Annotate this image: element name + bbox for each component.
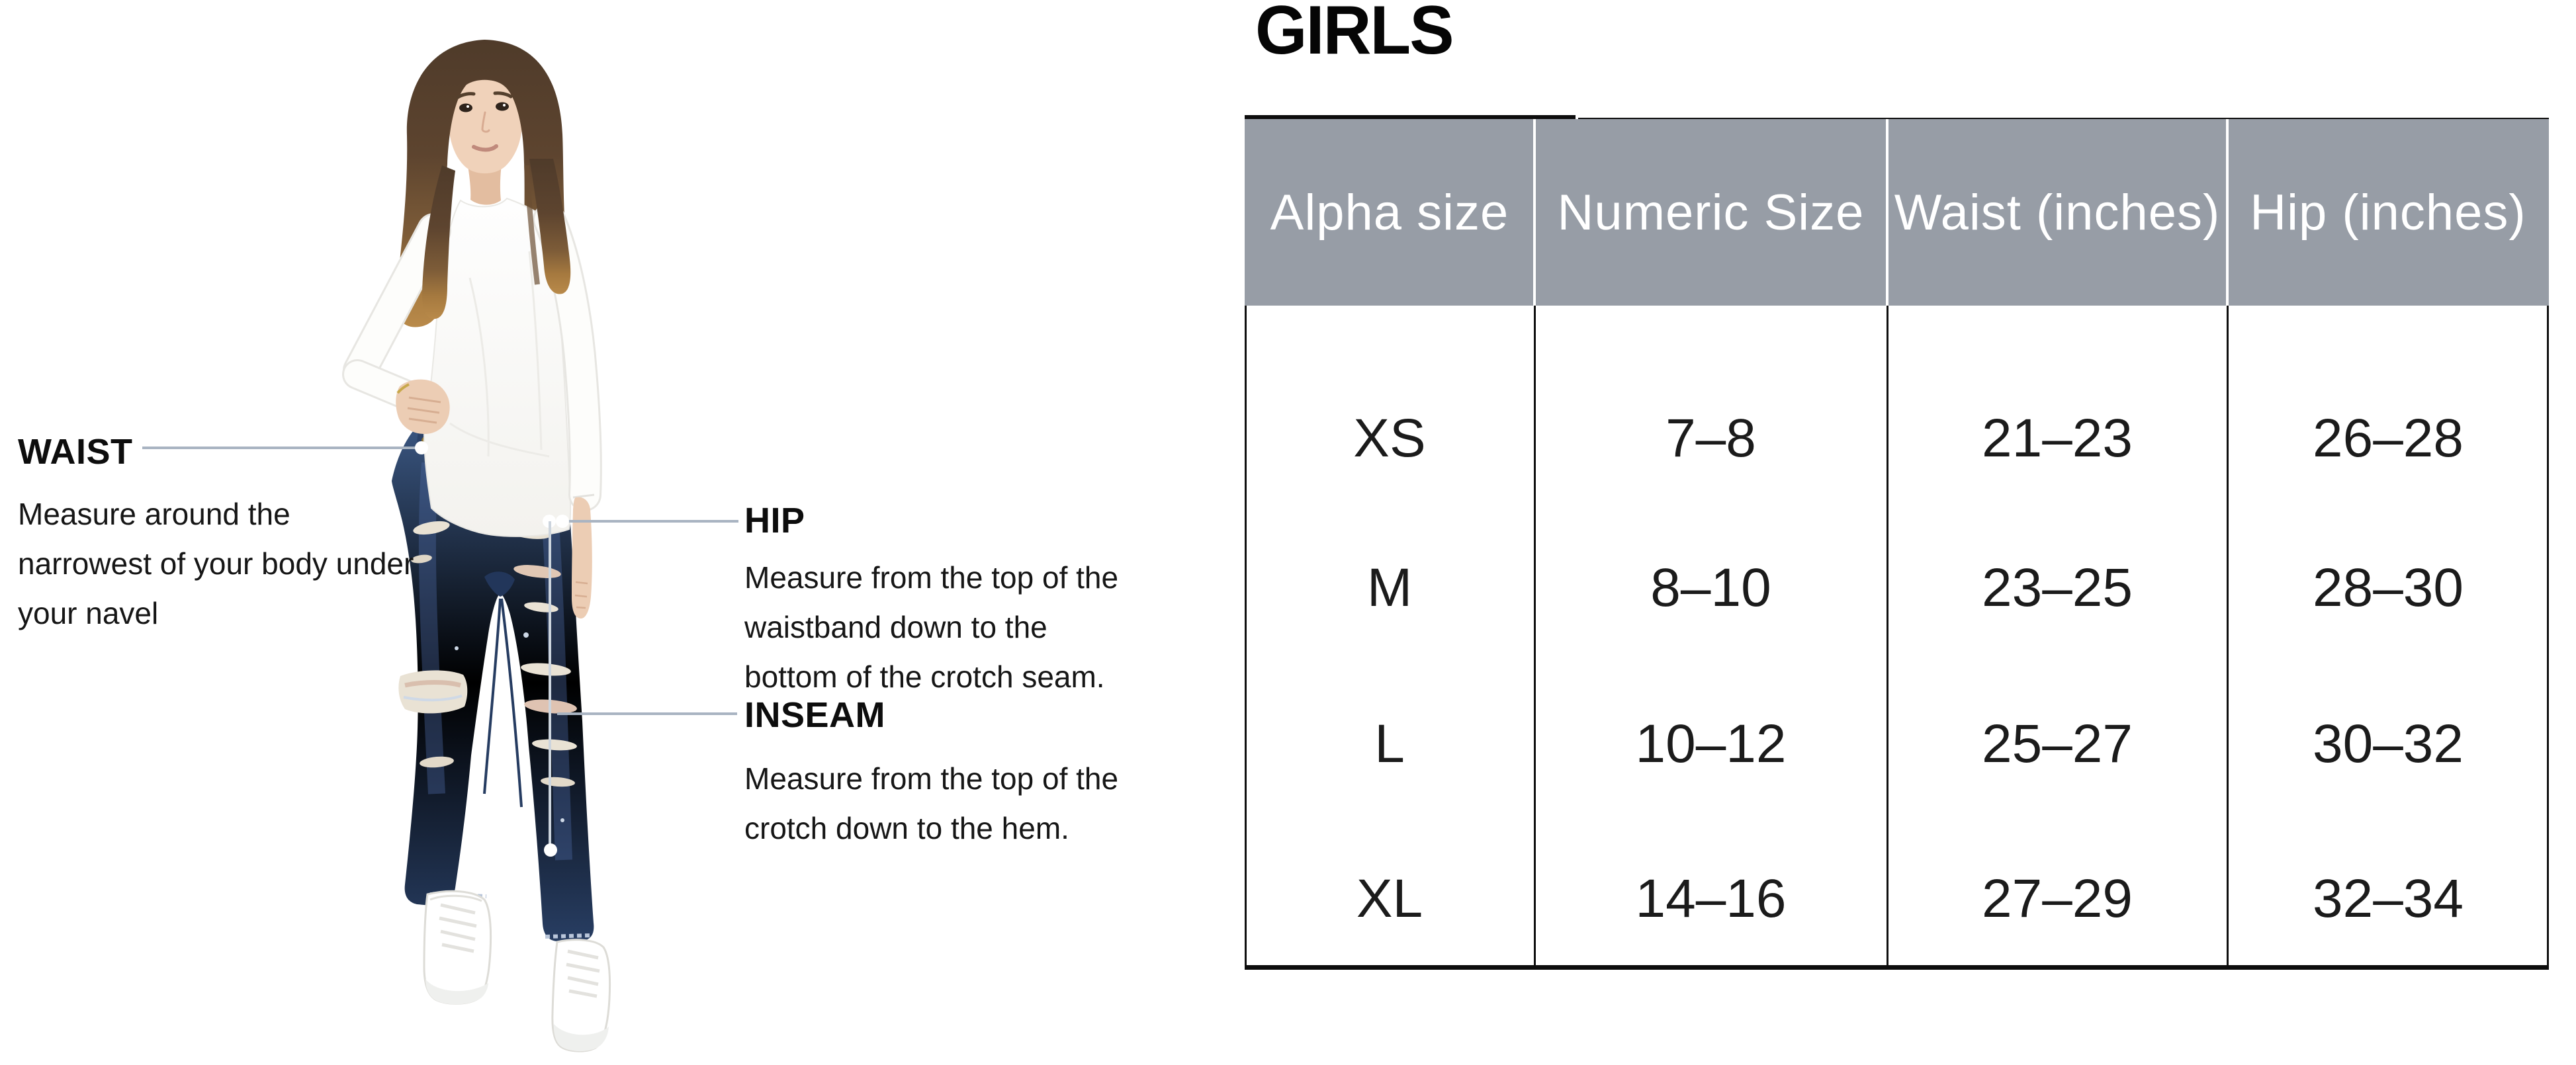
inseam-description: Measure from the top of the crotch down … (744, 761, 1119, 845)
cell-hip: 26–28 (2312, 408, 2464, 468)
hip-guide-line (568, 520, 738, 523)
waist-guide-line (142, 447, 417, 449)
hip-description: Measure from the top of the waistband do… (744, 560, 1119, 694)
table-row: M 8–10 23–25 28–30 (1245, 512, 2549, 664)
waist-guide-dot (415, 441, 428, 454)
header-separator (1886, 119, 1888, 306)
inseam-guide-line (557, 712, 737, 715)
header-waist-inches: Waist (inches) (1894, 184, 2221, 241)
cell-numeric: 8–10 (1650, 558, 1771, 618)
waist-description: Measure around the narrowest of your bod… (18, 497, 414, 630)
table-row: XL 14–16 27–29 32–34 (1245, 823, 2549, 975)
cell-hip: 28–30 (2312, 558, 2464, 618)
header-hip-inches: Hip (inches) (2250, 184, 2526, 241)
cell-numeric: 7–8 (1666, 408, 1756, 468)
table-top-border-left (1245, 115, 1576, 120)
table-row: XS 7–8 21–23 26–28 (1245, 362, 2549, 515)
cell-hip: 32–34 (2312, 869, 2464, 929)
page-title: GIRLS (1255, 0, 1454, 69)
column-separator (2227, 306, 2229, 965)
cell-numeric: 14–16 (1635, 869, 1787, 929)
column-separator (1887, 306, 1888, 965)
inseam-label: INSEAM (744, 695, 886, 735)
cell-alpha: L (1374, 714, 1405, 774)
cell-alpha: XS (1353, 408, 1426, 468)
header-alpha-size: Alpha size (1270, 184, 1509, 241)
girl-illustration (342, 40, 611, 1052)
table-header-row: Alpha size Numeric Size Waist (inches) H… (1245, 119, 2549, 306)
header-separator (2226, 119, 2229, 306)
cell-waist: 23–25 (1981, 558, 2133, 618)
column-separator (1534, 306, 1536, 965)
cell-waist: 25–27 (1981, 714, 2133, 774)
table-row: L 10–12 25–27 30–32 (1245, 668, 2549, 820)
header-separator (1533, 119, 1536, 306)
inseam-guide-dot (544, 843, 557, 857)
cell-waist: 21–23 (1981, 408, 2133, 468)
table-border-right (2547, 306, 2549, 965)
hip-guide-dot-right (556, 515, 569, 528)
cell-numeric: 10–12 (1635, 714, 1787, 774)
table-bottom-border (1245, 965, 2549, 970)
header-numeric-size: Numeric Size (1557, 184, 1865, 241)
cell-alpha: M (1366, 558, 1413, 618)
cell-waist: 27–29 (1981, 869, 2133, 929)
table-border-left (1245, 306, 1247, 965)
girl-photo (331, 0, 761, 1065)
waist-label: WAIST (18, 432, 133, 472)
girls-size-table: Alpha size Numeric Size Waist (inches) H… (1245, 115, 2549, 970)
cell-hip: 30–32 (2312, 714, 2464, 774)
cell-alpha: XL (1356, 869, 1423, 929)
hip-label: HIP (744, 501, 805, 540)
inseam-vertical-guide-line (549, 521, 551, 850)
